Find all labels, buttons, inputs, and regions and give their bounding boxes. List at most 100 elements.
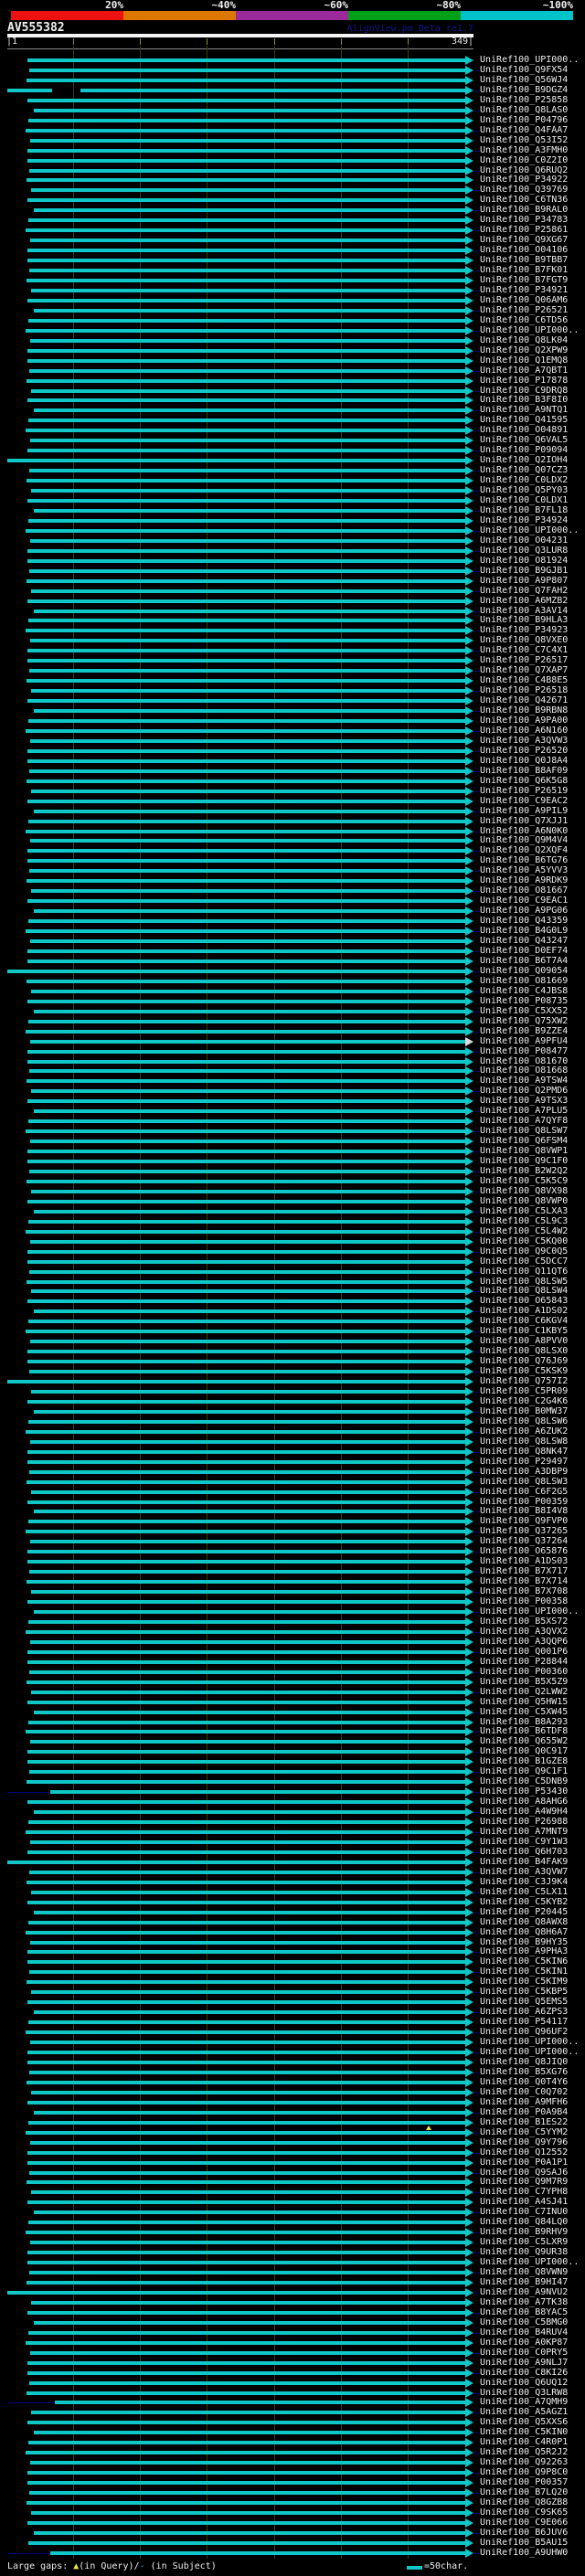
- hit-label[interactable]: UniRef100_Q6FSM4: [480, 1136, 569, 1146]
- alignment-bar[interactable]: [34, 1711, 465, 1714]
- hit-label[interactable]: UniRef100_Q8LSX0: [480, 1346, 569, 1356]
- hit-label[interactable]: UniRef100_C0Q702: [480, 2087, 569, 2097]
- hit-label[interactable]: UniRef100_C5DCC7: [480, 1256, 569, 1267]
- hit-label[interactable]: UniRef100_Q8AWX8: [480, 1917, 569, 1927]
- alignment-bar[interactable]: [31, 2301, 465, 2305]
- hit-label[interactable]: UniRef100_Q41595: [480, 415, 569, 425]
- hit-label[interactable]: UniRef100_B7FK01: [480, 265, 569, 275]
- hit-label[interactable]: UniRef100_B5X5Z9: [480, 1677, 569, 1687]
- alignment-bar[interactable]: [27, 1500, 465, 1504]
- hit-label[interactable]: UniRef100_A9NLJ7: [480, 2358, 569, 2368]
- alignment-bar[interactable]: [26, 529, 465, 533]
- alignment-bar[interactable]: [27, 2471, 465, 2475]
- hit-label[interactable]: UniRef100_C5DNB9: [480, 1776, 569, 1786]
- hit-label[interactable]: UniRef100_C5KSK9: [480, 1366, 569, 1376]
- hit-label[interactable]: UniRef100_Q8LAS0: [480, 105, 569, 115]
- alignment-bar[interactable]: [29, 1470, 465, 1474]
- hit-label[interactable]: UniRef100_P26988: [480, 1817, 569, 1827]
- hit-label[interactable]: UniRef100_A3FMH0: [480, 145, 569, 155]
- alignment-bar[interactable]: [30, 1140, 465, 1143]
- hit-label[interactable]: UniRef100_C7YPH8: [480, 2187, 569, 2197]
- hit-label[interactable]: UniRef100_A3QVX2: [480, 1627, 569, 1637]
- hit-label[interactable]: UniRef100_C5KIN6: [480, 1956, 569, 1966]
- hit-label[interactable]: UniRef100_Q39769: [480, 185, 569, 195]
- alignment-bar[interactable]: [26, 929, 465, 933]
- alignment-bar[interactable]: [34, 208, 465, 212]
- hit-label[interactable]: UniRef100_C9EAC1: [480, 896, 569, 906]
- alignment-bar[interactable]: [27, 1800, 465, 1804]
- hit-label[interactable]: UniRef100_C5K5C9: [480, 1176, 569, 1186]
- alignment-bar[interactable]: [27, 2361, 465, 2365]
- alignment-bar[interactable]: [29, 669, 465, 673]
- hit-label[interactable]: UniRef100_A7PLU5: [480, 1106, 569, 1116]
- alignment-bar[interactable]: [27, 749, 465, 753]
- hit-label[interactable]: UniRef100_P25861: [480, 225, 569, 235]
- hit-label[interactable]: UniRef100_O04231: [480, 535, 569, 546]
- alignment-bar[interactable]: [27, 899, 465, 903]
- alignment-bar[interactable]: [27, 359, 465, 363]
- alignment-bar[interactable]: [27, 1200, 465, 1203]
- alignment-bar[interactable]: [28, 1620, 465, 1624]
- alignment-bar[interactable]: [27, 79, 465, 82]
- alignment-bar[interactable]: [29, 1970, 465, 1974]
- hit-label[interactable]: UniRef100_B9ZZE4: [480, 1026, 569, 1036]
- hit-label[interactable]: UniRef100_Q96UF2: [480, 2027, 569, 2037]
- alignment-bar[interactable]: [28, 919, 465, 923]
- hit-label[interactable]: UniRef100_Q9C1F1: [480, 1766, 569, 1776]
- hit-label[interactable]: UniRef100_O65876: [480, 1546, 569, 1556]
- hit-label[interactable]: UniRef100_B1ES22: [480, 2117, 569, 2127]
- hit-label[interactable]: UniRef100_Q9XG67: [480, 235, 569, 245]
- hit-label[interactable]: UniRef100_C7C4X1: [480, 645, 569, 655]
- alignment-bar[interactable]: [26, 729, 465, 733]
- hit-label[interactable]: UniRef100_Q6UQ12: [480, 2378, 569, 2388]
- hit-label[interactable]: UniRef100_Q8LSW4: [480, 1286, 569, 1296]
- hit-label[interactable]: UniRef100_A9NTQ1: [480, 405, 569, 415]
- alignment-bar[interactable]: [27, 559, 465, 563]
- alignment-bar[interactable]: [26, 629, 465, 632]
- alignment-bar[interactable]: [34, 709, 465, 713]
- hit-label[interactable]: UniRef100_Q8VXE0: [480, 635, 569, 645]
- alignment-bar[interactable]: [31, 1490, 465, 1494]
- alignment-bar[interactable]: [27, 2200, 465, 2204]
- hit-label[interactable]: UniRef100_P00359: [480, 1497, 569, 1507]
- alignment-bar[interactable]: [28, 2331, 465, 2335]
- alignment-bar[interactable]: [7, 1860, 465, 1864]
- alignment-bar[interactable]: [27, 1250, 465, 1254]
- hit-label[interactable]: UniRef100_C9SK65: [480, 2507, 569, 2518]
- alignment-bar[interactable]: [29, 69, 465, 72]
- hit-label[interactable]: UniRef100_O81669: [480, 976, 569, 986]
- hit-label[interactable]: UniRef100_A7TK38: [480, 2297, 569, 2307]
- alignment-bar[interactable]: [7, 970, 465, 973]
- hit-label[interactable]: UniRef100_C4B8E5: [480, 675, 569, 685]
- alignment-bar[interactable]: [30, 939, 465, 943]
- alignment-bar[interactable]: [28, 1119, 465, 1123]
- alignment-bar[interactable]: [27, 1550, 465, 1553]
- alignment-bar[interactable]: [27, 2391, 465, 2395]
- hit-label[interactable]: UniRef100_B7X708: [480, 1586, 569, 1596]
- alignment-bar[interactable]: [29, 169, 465, 173]
- alignment-bar[interactable]: [27, 1460, 465, 1464]
- hit-label[interactable]: UniRef100_C0Z2I0: [480, 155, 569, 165]
- hit-label[interactable]: UniRef100_P00358: [480, 1596, 569, 1606]
- hit-label[interactable]: UniRef100_C9DRQ8: [480, 386, 569, 396]
- hit-label[interactable]: UniRef100_Q8LSW8: [480, 1436, 569, 1447]
- alignment-bar[interactable]: [26, 1230, 465, 1234]
- hit-label[interactable]: UniRef100_P26521: [480, 305, 569, 315]
- hit-label[interactable]: UniRef100_C9Y1W3: [480, 1837, 569, 1847]
- hit-label[interactable]: UniRef100_B8YAC5: [480, 2307, 569, 2317]
- alignment-bar[interactable]: [27, 1000, 465, 1003]
- hit-label[interactable]: UniRef100_P20445: [480, 1907, 569, 1917]
- hit-label[interactable]: UniRef100_C9E066: [480, 2518, 569, 2528]
- hit-label[interactable]: UniRef100_Q3LUR8: [480, 546, 569, 556]
- hit-label[interactable]: UniRef100_Q7XJJ1: [480, 816, 569, 826]
- alignment-bar[interactable]: [34, 1911, 465, 1914]
- alignment-bar[interactable]: [27, 859, 465, 863]
- hit-label[interactable]: UniRef100_B9HY35: [480, 1937, 569, 1947]
- hit-label[interactable]: UniRef100_O81668: [480, 1065, 569, 1076]
- hit-label[interactable]: UniRef100_C5KYB2: [480, 1897, 569, 1907]
- hit-label[interactable]: UniRef100_P08735: [480, 996, 569, 1006]
- hit-label[interactable]: UniRef100_Q2PMD6: [480, 1086, 569, 1096]
- alignment-bar[interactable]: [27, 959, 465, 963]
- hit-label[interactable]: UniRef100_C5KIM9: [480, 1977, 569, 1987]
- hit-label[interactable]: UniRef100_C5KQ00: [480, 1236, 569, 1246]
